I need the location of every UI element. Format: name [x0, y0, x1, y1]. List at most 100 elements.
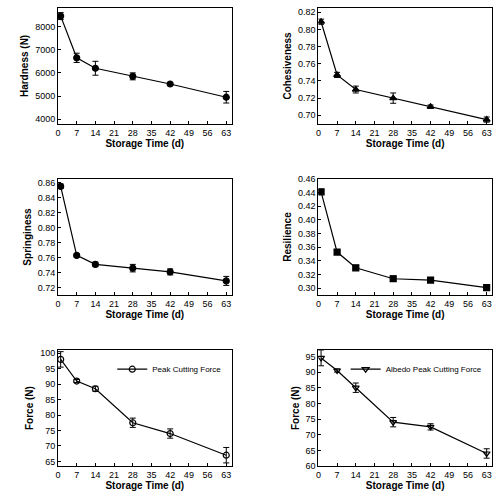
svg-text:56: 56: [203, 128, 213, 138]
svg-text:0.40: 0.40: [298, 215, 316, 225]
svg-text:0: 0: [55, 299, 60, 309]
svg-text:90: 90: [306, 367, 316, 377]
svg-text:35: 35: [407, 299, 417, 309]
svg-text:0: 0: [316, 128, 321, 138]
svg-text:0.76: 0.76: [298, 59, 316, 69]
svg-text:35: 35: [146, 128, 156, 138]
svg-text:Albedo Peak Cutting Force: Albedo Peak Cutting Force: [386, 365, 482, 374]
svg-text:60: 60: [306, 461, 316, 471]
svg-text:35: 35: [407, 128, 417, 138]
svg-text:56: 56: [463, 128, 473, 138]
svg-text:63: 63: [221, 470, 231, 480]
svg-text:42: 42: [426, 299, 436, 309]
svg-text:56: 56: [463, 470, 473, 480]
svg-text:0.72: 0.72: [298, 93, 316, 103]
svg-text:8000: 8000: [35, 22, 55, 32]
svg-text:42: 42: [426, 128, 436, 138]
svg-text:49: 49: [444, 470, 454, 480]
svg-text:63: 63: [482, 470, 492, 480]
svg-text:65: 65: [306, 445, 316, 455]
svg-text:35: 35: [146, 470, 156, 480]
svg-text:0.78: 0.78: [298, 42, 316, 52]
svg-text:Storage Time (d): Storage Time (d): [105, 309, 184, 320]
svg-text:70: 70: [306, 430, 316, 440]
svg-text:75: 75: [45, 426, 55, 436]
svg-text:0.46: 0.46: [298, 174, 316, 184]
svg-text:14: 14: [90, 299, 100, 309]
svg-text:Force (N): Force (N): [290, 386, 301, 430]
svg-text:7: 7: [74, 299, 79, 309]
svg-text:14: 14: [90, 470, 100, 480]
svg-text:95: 95: [45, 364, 55, 374]
svg-text:56: 56: [203, 299, 213, 309]
svg-text:28: 28: [128, 128, 138, 138]
svg-text:Storage Time (d): Storage Time (d): [366, 480, 445, 491]
svg-text:21: 21: [109, 299, 119, 309]
svg-text:Force (N): Force (N): [24, 386, 35, 430]
svg-text:0.74: 0.74: [38, 268, 56, 278]
svg-text:0.38: 0.38: [298, 229, 316, 239]
svg-text:0: 0: [55, 470, 60, 480]
svg-text:49: 49: [184, 470, 194, 480]
svg-text:80: 80: [306, 399, 316, 409]
svg-text:14: 14: [90, 128, 100, 138]
svg-text:100: 100: [40, 348, 55, 358]
svg-text:7: 7: [335, 299, 340, 309]
svg-text:49: 49: [184, 299, 194, 309]
svg-text:Storage Time (d): Storage Time (d): [366, 309, 445, 320]
svg-text:14: 14: [351, 128, 361, 138]
svg-text:0: 0: [316, 299, 321, 309]
svg-text:80: 80: [45, 410, 55, 420]
svg-text:Storage Time (d): Storage Time (d): [105, 480, 184, 491]
svg-text:21: 21: [109, 128, 119, 138]
svg-text:7: 7: [74, 128, 79, 138]
svg-text:0.82: 0.82: [298, 7, 316, 17]
svg-text:21: 21: [369, 128, 379, 138]
svg-text:49: 49: [184, 128, 194, 138]
svg-text:Springiness: Springiness: [22, 208, 33, 266]
svg-text:Storage Time (d): Storage Time (d): [105, 138, 184, 149]
svg-text:21: 21: [369, 470, 379, 480]
svg-text:65: 65: [45, 457, 55, 467]
svg-text:Cohesiveness: Cohesiveness: [282, 32, 293, 100]
svg-text:42: 42: [165, 128, 175, 138]
svg-text:63: 63: [221, 299, 231, 309]
svg-text:28: 28: [388, 470, 398, 480]
svg-text:Resilience: Resilience: [282, 212, 293, 262]
svg-text:0.86: 0.86: [38, 178, 56, 188]
svg-text:42: 42: [165, 299, 175, 309]
svg-text:21: 21: [369, 299, 379, 309]
svg-text:85: 85: [306, 383, 316, 393]
svg-text:Storage Time (d): Storage Time (d): [366, 138, 445, 149]
svg-text:Hardness (N): Hardness (N): [19, 35, 30, 97]
svg-text:42: 42: [165, 470, 175, 480]
svg-text:95: 95: [306, 352, 316, 362]
svg-text:0.30: 0.30: [298, 283, 316, 293]
svg-text:70: 70: [45, 441, 55, 451]
svg-text:4000: 4000: [35, 114, 55, 124]
svg-text:0.80: 0.80: [38, 223, 56, 233]
svg-text:14: 14: [351, 299, 361, 309]
svg-text:0.70: 0.70: [298, 110, 316, 120]
svg-text:0.80: 0.80: [298, 25, 316, 35]
svg-text:21: 21: [109, 470, 119, 480]
svg-text:42: 42: [426, 470, 436, 480]
svg-text:0.42: 0.42: [298, 201, 316, 211]
svg-text:0.76: 0.76: [38, 253, 56, 263]
svg-text:28: 28: [128, 299, 138, 309]
svg-text:6000: 6000: [35, 68, 55, 78]
svg-text:0: 0: [55, 128, 60, 138]
svg-text:0.74: 0.74: [298, 76, 316, 86]
svg-text:7000: 7000: [35, 45, 55, 55]
svg-text:90: 90: [45, 379, 55, 389]
svg-text:0.84: 0.84: [38, 193, 56, 203]
svg-text:63: 63: [221, 128, 231, 138]
svg-text:0.78: 0.78: [38, 238, 56, 248]
svg-text:28: 28: [128, 470, 138, 480]
svg-text:0.34: 0.34: [298, 256, 316, 266]
svg-text:49: 49: [444, 128, 454, 138]
svg-text:0.36: 0.36: [298, 242, 316, 252]
svg-text:56: 56: [463, 299, 473, 309]
svg-text:75: 75: [306, 414, 316, 424]
svg-text:0: 0: [316, 470, 321, 480]
